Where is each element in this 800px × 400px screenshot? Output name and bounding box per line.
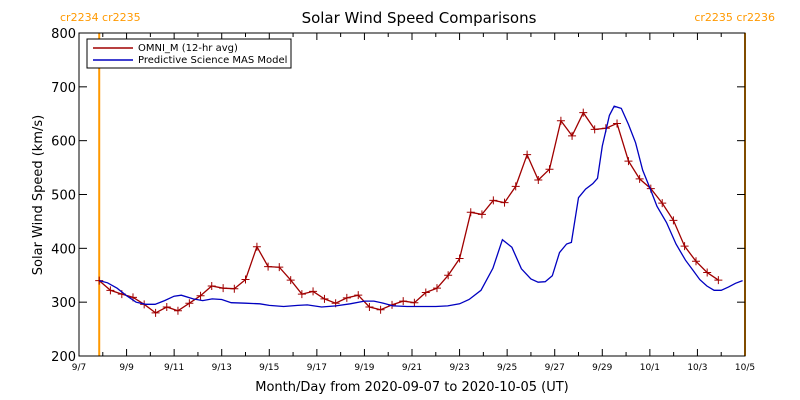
y-axis-ticks: 200 300 400 500 600 700 800 — [51, 27, 745, 365]
data-point — [173, 306, 182, 315]
data-point — [106, 286, 115, 295]
data-point — [477, 210, 486, 219]
data-point — [669, 216, 678, 225]
data-point — [466, 208, 475, 217]
x-tick-label: 10/1 — [640, 363, 660, 373]
data-point — [230, 284, 239, 293]
data-point — [635, 174, 644, 183]
x-tick-label: 9/23 — [449, 363, 469, 373]
data-point — [399, 297, 408, 306]
data-point — [556, 116, 565, 125]
series-line-0 — [98, 111, 719, 314]
data-point — [275, 263, 284, 272]
data-point — [692, 257, 701, 266]
series-line-1 — [99, 105, 743, 308]
data-point — [680, 242, 689, 251]
y-tick-label: 800 — [51, 27, 76, 42]
data-point — [342, 293, 351, 302]
y-tick-label: 400 — [51, 242, 76, 257]
data-point — [658, 199, 667, 208]
x-tick-label: 9/21 — [402, 363, 422, 373]
data-point — [207, 282, 216, 291]
x-tick-label: 10/5 — [735, 363, 755, 373]
data-point — [613, 119, 622, 128]
data-point — [252, 242, 261, 251]
x-axis-ticks: 9/7 9/9 9/11 9/13 9/15 9/17 9/19 9/21 9/23 9/25 9/… — [72, 33, 755, 373]
x-tick-label: 9/19 — [354, 363, 374, 373]
chart-title: Solar Wind Speed Comparisons — [302, 9, 537, 27]
rotation-marker-label: cr2234 cr2235 — [60, 11, 141, 24]
x-tick-label: 9/27 — [545, 363, 565, 373]
legend-box — [86, 38, 292, 69]
y-tick-label: 600 — [51, 135, 76, 150]
data-point — [714, 276, 723, 285]
x-tick-label: 9/13 — [212, 363, 232, 373]
data-point — [703, 268, 712, 277]
x-tick-label: 9/7 — [72, 363, 86, 373]
data-point — [455, 254, 464, 263]
data-point — [196, 291, 205, 300]
y-tick-label: 300 — [51, 296, 76, 311]
data-point — [523, 150, 532, 159]
data-point — [151, 308, 160, 317]
x-tick-label: 10/3 — [687, 363, 707, 373]
x-tick-label: 9/15 — [259, 363, 279, 373]
data-point — [320, 294, 329, 303]
data-point — [590, 125, 599, 134]
data-point — [219, 284, 228, 293]
legend-label-mas-model: Predictive Science MAS Model — [138, 55, 287, 66]
x-tick-label: 9/29 — [592, 363, 612, 373]
data-point — [376, 305, 385, 314]
data-point — [162, 303, 171, 312]
x-tick-label: 9/9 — [119, 363, 134, 373]
data-point — [579, 108, 588, 117]
y-axis-label: Solar Wind Speed (km/s) — [31, 115, 46, 275]
x-tick-label: 9/11 — [164, 363, 184, 373]
data-point — [500, 198, 509, 207]
x-tick-label: 9/25 — [497, 363, 517, 373]
data-point — [365, 303, 374, 312]
data-point — [241, 275, 250, 284]
data-point — [297, 290, 306, 299]
data-point — [624, 157, 633, 166]
data-point — [264, 262, 273, 271]
data-point — [534, 175, 543, 184]
data-point — [286, 276, 295, 285]
data-point — [185, 299, 194, 308]
data-point — [511, 182, 520, 191]
data-point — [354, 291, 363, 300]
rotation-marker-label: cr2235 cr2236 — [694, 11, 775, 24]
legend-label-omni: OMNI_M (12-hr avg) — [138, 43, 238, 54]
y-tick-label: 200 — [51, 350, 76, 365]
y-tick-label: 500 — [51, 189, 76, 204]
data-point — [421, 288, 430, 297]
data-point — [444, 271, 453, 280]
data-point — [568, 131, 577, 140]
x-axis-label: Month/Day from 2020-09-07 to 2020-10-05 … — [255, 380, 568, 395]
legend: OMNI_M (12-hr avg) Predictive Science MA… — [86, 38, 292, 69]
y-tick-label: 700 — [51, 81, 76, 96]
data-point — [489, 196, 498, 205]
data-point — [410, 298, 419, 307]
data-point — [309, 287, 318, 296]
data-point — [545, 165, 554, 174]
data-point — [432, 284, 441, 293]
series-layer — [95, 105, 743, 317]
x-tick-label: 9/17 — [307, 363, 327, 373]
